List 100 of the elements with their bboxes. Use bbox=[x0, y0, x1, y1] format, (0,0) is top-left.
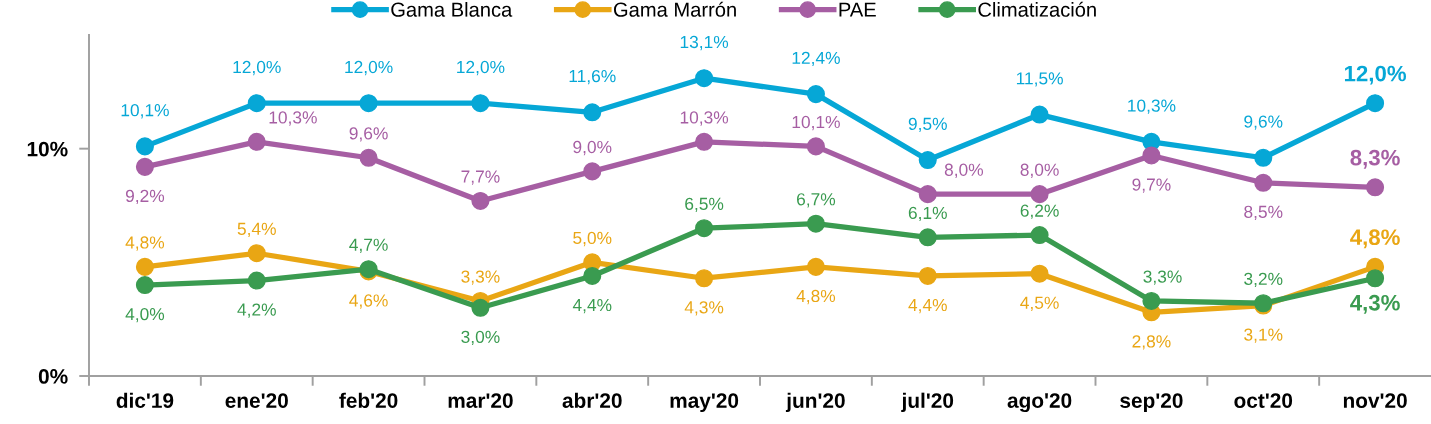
data-label: 10,3% bbox=[680, 111, 729, 126]
legend-label: Climatización bbox=[978, 1, 1096, 17]
data-label: 4,6% bbox=[349, 294, 388, 309]
point bbox=[471, 298, 490, 317]
data-label: 9,6% bbox=[1244, 115, 1283, 130]
point bbox=[583, 266, 602, 286]
data-label: 4,7% bbox=[349, 238, 388, 253]
point bbox=[1030, 105, 1049, 124]
data-label: 6,2% bbox=[1020, 204, 1059, 219]
data-label: 4,8% bbox=[796, 289, 836, 305]
point bbox=[1254, 173, 1273, 192]
data-label: 6,1% bbox=[908, 206, 947, 222]
legend-label: PAE bbox=[839, 2, 876, 17]
data-label: 5,0% bbox=[573, 231, 612, 247]
x-tick-label: mar'20 bbox=[448, 393, 513, 408]
x-tick-label: abr'20 bbox=[562, 392, 622, 408]
x-tick-label: feb'20 bbox=[339, 392, 398, 408]
point bbox=[1366, 94, 1385, 113]
legend-label: Gama Marrón bbox=[613, 1, 736, 17]
point bbox=[247, 132, 266, 151]
data-label: 4,4% bbox=[572, 298, 612, 314]
data-label: 4,4% bbox=[908, 298, 947, 314]
point bbox=[1142, 291, 1161, 311]
point bbox=[1030, 226, 1049, 245]
data-label: 11,5% bbox=[1016, 72, 1063, 87]
point bbox=[247, 94, 266, 113]
data-label: 4,8% bbox=[1350, 229, 1400, 249]
data-label: 10,3% bbox=[269, 111, 317, 126]
point bbox=[918, 266, 937, 286]
x-tick-label: oct'20 bbox=[1234, 393, 1293, 408]
point bbox=[583, 103, 602, 122]
data-label: 3,1% bbox=[1244, 328, 1283, 343]
data-label: 12,0% bbox=[457, 60, 505, 76]
data-label: 9,5% bbox=[908, 117, 947, 133]
data-label: 4,8% bbox=[125, 236, 165, 251]
x-tick-label: sep'20 bbox=[1120, 393, 1183, 413]
point bbox=[135, 276, 154, 295]
data-label: 5,4% bbox=[237, 222, 276, 238]
point bbox=[918, 185, 937, 204]
data-label: 4,0% bbox=[125, 307, 165, 323]
point bbox=[1030, 264, 1049, 283]
point bbox=[1254, 148, 1273, 167]
data-label: 6,5% bbox=[685, 197, 724, 213]
data-label: 9,6% bbox=[349, 127, 388, 142]
data-label: 11,6% bbox=[569, 69, 616, 85]
point bbox=[135, 137, 154, 156]
data-label: 8,3% bbox=[1350, 149, 1400, 169]
data-label: 8,0% bbox=[944, 163, 984, 178]
point bbox=[695, 269, 714, 288]
point bbox=[1366, 178, 1385, 197]
y-tick-label: 0% bbox=[38, 369, 68, 384]
point bbox=[806, 257, 825, 276]
data-label: 3,2% bbox=[1244, 272, 1283, 288]
point bbox=[471, 94, 490, 113]
data-label: 3,3% bbox=[1143, 270, 1182, 285]
point bbox=[918, 151, 937, 170]
data-label: 9,0% bbox=[573, 140, 612, 156]
x-tick-label: may'20 bbox=[670, 393, 739, 413]
point bbox=[135, 157, 154, 176]
x-tick-label: ene'20 bbox=[225, 393, 288, 408]
data-label: 12,0% bbox=[233, 60, 281, 76]
x-tick-label: dic'19 bbox=[116, 392, 174, 408]
data-label: 6,7% bbox=[797, 193, 836, 208]
data-label: 8,0% bbox=[1020, 163, 1059, 178]
data-label: 3,3% bbox=[461, 270, 500, 285]
data-label: 13,1% bbox=[680, 35, 729, 51]
point bbox=[359, 94, 378, 113]
data-label: 8,5% bbox=[1244, 205, 1283, 221]
point bbox=[806, 137, 825, 156]
point bbox=[806, 214, 825, 233]
x-tick-label: jul'20 bbox=[901, 392, 954, 413]
point bbox=[1142, 146, 1161, 165]
x-tick-label: ago'20 bbox=[1007, 393, 1072, 413]
point bbox=[583, 162, 602, 181]
point bbox=[1030, 185, 1049, 204]
data-label: 4,3% bbox=[684, 301, 724, 316]
data-label: 9,2% bbox=[125, 189, 165, 205]
point bbox=[359, 148, 378, 167]
data-label: 12,0% bbox=[1344, 65, 1406, 85]
point bbox=[471, 191, 490, 210]
data-label: 4,3% bbox=[1350, 294, 1400, 314]
data-label: 12,0% bbox=[345, 60, 393, 76]
point bbox=[695, 69, 714, 88]
point bbox=[135, 257, 154, 276]
point bbox=[247, 271, 266, 290]
point bbox=[695, 132, 714, 151]
data-label: 10,3% bbox=[1128, 99, 1176, 114]
data-label: 10,1% bbox=[121, 104, 169, 119]
point bbox=[247, 244, 266, 263]
y-tick-label: 10% bbox=[27, 141, 68, 157]
data-label: 4,2% bbox=[237, 303, 276, 318]
point bbox=[806, 85, 825, 104]
point bbox=[695, 219, 714, 238]
data-label: 4,5% bbox=[1020, 296, 1059, 311]
data-label: 7,7% bbox=[461, 170, 500, 185]
point bbox=[918, 228, 937, 247]
legend-label: Gama Blanca bbox=[391, 2, 513, 17]
data-label: 10,1% bbox=[792, 115, 840, 131]
data-label: 2,8% bbox=[1132, 335, 1171, 350]
x-tick-label: nov'20 bbox=[1343, 393, 1407, 408]
